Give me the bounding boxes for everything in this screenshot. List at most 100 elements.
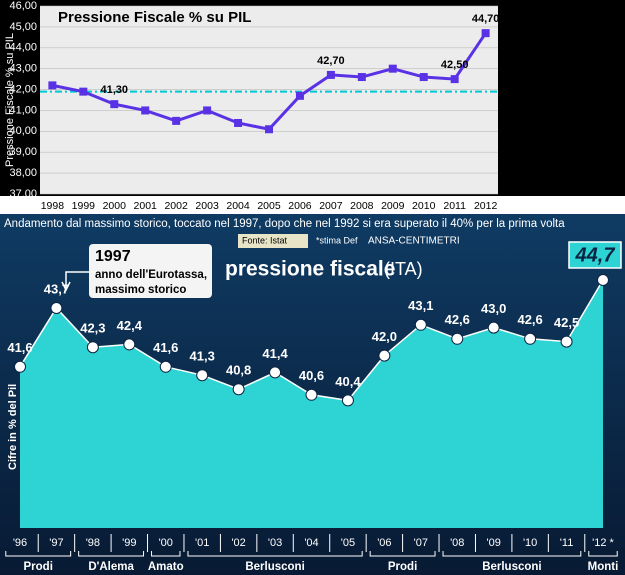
x-tick-label: '04 [304, 537, 318, 549]
value-label: 41,3 [190, 349, 215, 364]
value-label: 42,6 [445, 312, 470, 327]
value-label: 43,1 [408, 298, 433, 313]
x-tick-label: 2012 [474, 200, 498, 212]
annotation-box [89, 244, 212, 298]
data-point [232, 383, 245, 396]
value-label: 42,4 [117, 318, 143, 333]
bottom-title: pressione fiscale [225, 258, 395, 281]
x-tick-label: '98 [86, 537, 100, 549]
value-label: 43,0 [481, 301, 506, 316]
x-tick-label: 2000 [103, 200, 127, 212]
data-point [451, 332, 464, 345]
top-plot [40, 6, 498, 194]
x-tick-label: 2003 [195, 200, 219, 212]
data-point [450, 75, 459, 84]
y-tick-label: 40,00 [9, 125, 37, 137]
data-point [196, 369, 209, 382]
value-label: 41,4 [262, 346, 288, 361]
x-tick-label: '96 [13, 537, 27, 549]
value-label: 41,6 [153, 340, 178, 355]
x-tick-label: 2002 [164, 200, 188, 212]
data-point [265, 125, 273, 134]
government-bracket [5, 551, 72, 557]
data-point [123, 338, 136, 351]
value-label: 42,70 [317, 55, 345, 67]
data-point [234, 118, 243, 127]
y-tick-label: 42,00 [9, 83, 37, 95]
annotation-arrow [61, 271, 96, 292]
government-label: Prodi [24, 561, 53, 573]
government-bracket [588, 551, 618, 557]
annotation-text: massimo storico [95, 284, 186, 296]
data-point [524, 332, 537, 345]
data-point [48, 81, 57, 90]
x-tick-label: '06 [377, 537, 391, 549]
source: Fonte: Istat [242, 235, 288, 245]
x-tick-label: 2006 [288, 200, 312, 212]
annotation-text: anno dell'Eurotassa, [95, 269, 207, 281]
value-label-box [568, 241, 622, 269]
annotation-title: 1997 [95, 248, 131, 265]
data-point [487, 321, 500, 334]
value-label: 40,4 [335, 374, 361, 389]
government-label: D'Alema [88, 561, 134, 573]
x-tick-label: 2007 [319, 200, 343, 212]
x-tick-label: 1998 [41, 200, 65, 212]
y-tick-label: 46,00 [9, 0, 37, 12]
data-point [481, 29, 490, 38]
value-label: 44,7 [575, 244, 616, 266]
government-bracket [78, 551, 145, 557]
value-label: 43,7 [44, 281, 69, 296]
data-point [141, 106, 150, 115]
bottom-title-suffix: (ITA) [384, 259, 423, 279]
government-label: Amato [148, 561, 184, 573]
source-box [238, 234, 308, 248]
value-label: 42,6 [517, 312, 542, 327]
data-point [14, 360, 26, 373]
y-axis-label: Pressione Fiscale % su PIL [4, 33, 16, 167]
x-tick-label: 2001 [134, 200, 158, 212]
y-tick-label: 41,00 [9, 104, 37, 116]
y-tick-label: 39,00 [9, 146, 37, 158]
chart-title: Pressione Fiscale % su PIL [58, 9, 251, 26]
value-label: 41,30 [101, 84, 129, 96]
x-tick-label: '02 [231, 537, 245, 549]
x-tick-label: '00 [159, 537, 173, 549]
value-label: 42,50 [441, 59, 469, 71]
x-tick-label: 2005 [257, 200, 281, 212]
government-bracket [369, 551, 436, 557]
x-tick-label: '99 [122, 537, 136, 549]
data-point [295, 91, 304, 100]
data-point [86, 341, 99, 354]
value-label: 42,3 [80, 321, 105, 336]
x-tick-label: '07 [414, 537, 428, 549]
data-point [378, 349, 391, 362]
government-label: Monti [588, 561, 619, 573]
data-point [203, 106, 212, 115]
data-point [560, 335, 573, 348]
x-tick-label: 2011 [443, 200, 466, 212]
x-tick-label: '97 [49, 537, 63, 549]
data-point [341, 394, 354, 407]
y-tick-label: 43,00 [9, 63, 37, 75]
x-tick-label: '01 [195, 537, 209, 549]
value-label: 40,8 [226, 363, 251, 378]
x-tick-label: 2009 [381, 200, 405, 212]
government-label: Berlusconi [245, 561, 304, 573]
y-tick-label: 44,00 [9, 42, 37, 54]
value-label: 41,6 [7, 340, 32, 355]
data-point [597, 274, 609, 286]
data-point [326, 70, 335, 79]
x-tick-label: '05 [341, 537, 355, 549]
top-x-strip [0, 196, 625, 214]
y-tick-label: 45,00 [9, 21, 37, 33]
x-tick-label: 2004 [226, 200, 250, 212]
x-tick-label: '12 * [592, 537, 614, 549]
government-bracket [187, 551, 363, 557]
value-label: 42,0 [372, 329, 397, 344]
data-point [110, 100, 119, 109]
bottom-y-label: Cifre in % del Pil [7, 384, 19, 470]
government-label: Prodi [388, 561, 417, 573]
data-point [388, 64, 397, 73]
